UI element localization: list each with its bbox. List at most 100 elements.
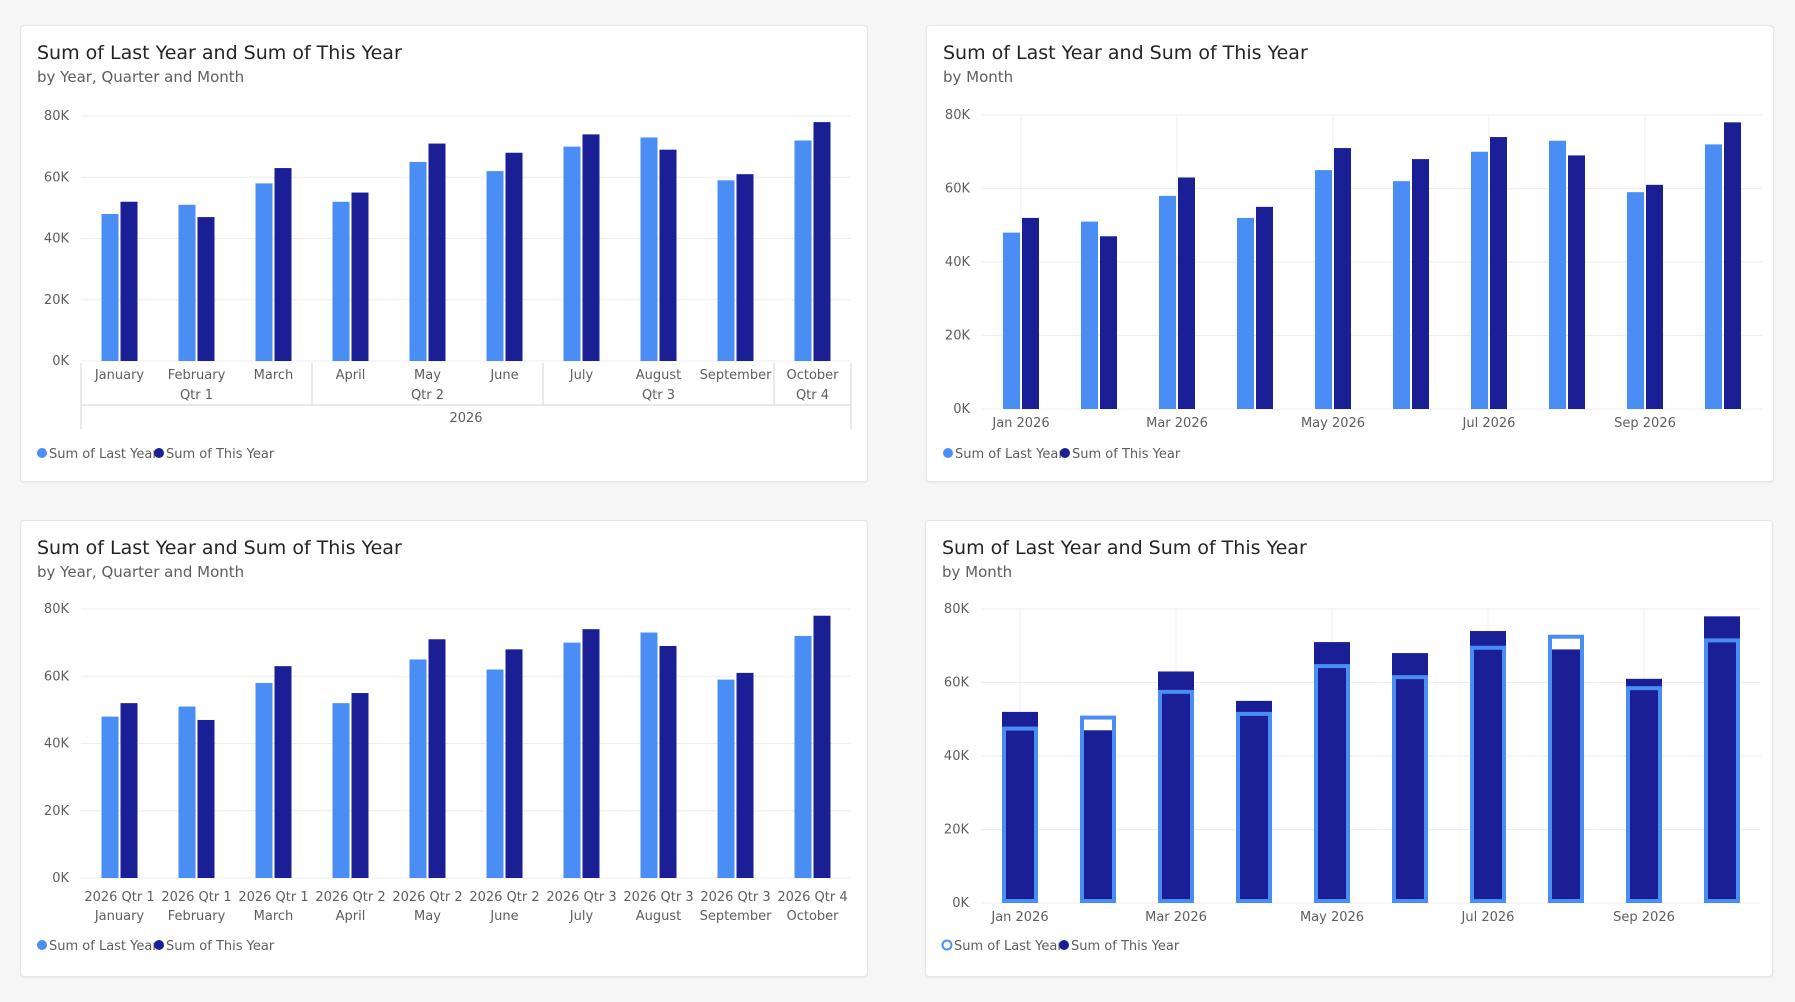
x-tick-label: Jan 2026: [991, 416, 1049, 431]
bar-last-year: [1549, 140, 1566, 409]
chart-title: Sum of Last Year and Sum of This Year: [943, 42, 1308, 64]
legend-label-last-year: Sum of Last Year: [955, 447, 1064, 462]
x-tick-label-month: June: [489, 368, 518, 383]
bar-last-year: [409, 161, 427, 361]
bar-this-year: [428, 143, 446, 361]
x-tick-label-month: February: [168, 909, 226, 924]
bar-last-year: [794, 635, 812, 878]
y-tick-label: 80K: [945, 108, 971, 123]
x-tick-label: May 2026: [1301, 416, 1365, 431]
x-tick-label: Jan 2026: [990, 910, 1048, 925]
y-tick-label: 40K: [44, 737, 70, 752]
y-tick-label: 60K: [44, 669, 70, 684]
legend-label-last-year: Sum of Last Year: [954, 939, 1063, 954]
y-tick-label: 40K: [945, 255, 971, 270]
bar-this-year: [659, 645, 677, 878]
x-tick-label-month: March: [254, 909, 294, 924]
x-tick-label-month: August: [636, 368, 682, 383]
legend-label-last-year: Sum of Last Year: [49, 447, 158, 462]
y-tick-label: 40K: [944, 749, 970, 764]
bar-last-year: [794, 140, 812, 361]
y-tick-label: 60K: [44, 170, 70, 185]
bar-this-year: [813, 122, 831, 361]
legend-label-this-year: Sum of This Year: [1072, 447, 1181, 462]
x-tick-label: Jul 2026: [1462, 416, 1516, 431]
bar-this-year: [428, 639, 446, 878]
chart-title: Sum of Last Year and Sum of This Year: [942, 537, 1307, 559]
bar-this-year: [1568, 155, 1585, 409]
bar-this-year: [1548, 649, 1584, 903]
legend-swatch-this-year: [1059, 940, 1069, 950]
bar-this-year: [197, 719, 215, 878]
chart-subtitle: by Year, Quarter and Month: [37, 563, 245, 581]
bar-last-year: [1704, 638, 1740, 904]
bar-this-year: [351, 192, 369, 361]
y-tick-label: 0K: [953, 402, 970, 417]
bar-last-year: [1315, 170, 1332, 409]
bar-last-year: [563, 146, 581, 361]
bar-last-year: [640, 632, 658, 878]
x-tick-label-month: January: [94, 368, 145, 383]
y-tick-label: 80K: [44, 109, 70, 124]
y-tick-label: 20K: [44, 804, 70, 819]
x-tick-label: Jul 2026: [1461, 910, 1515, 925]
bar-last-year: [486, 669, 504, 878]
bar-this-year: [1314, 642, 1350, 903]
x-tick-label-quarter: 2026 Qtr 3: [700, 890, 770, 905]
bar-last-year: [1548, 634, 1584, 903]
y-tick-label: 80K: [944, 602, 970, 617]
x-tick-label-month: April: [336, 368, 366, 383]
bar-this-year: [1178, 177, 1195, 409]
chart-2-svg: 0K 20K 40K 60K 80K Jan 2026 Mar 2026 May 2026 Ju…: [943, 108, 1762, 462]
bar-this-year: [120, 703, 138, 878]
chart-subtitle: by Year, Quarter and Month: [37, 68, 245, 86]
y-tick-label: 60K: [945, 182, 971, 197]
bar-this-year: [582, 629, 600, 878]
bar-this-year: [351, 693, 369, 878]
chart-subtitle: by Month: [943, 68, 1014, 86]
bar-last-year: [1393, 181, 1410, 409]
legend-swatch-last-year: [943, 448, 953, 458]
x-tick-label-month: September: [700, 368, 773, 383]
chart-3-svg: 0K 20K 40K 60K 80K 2026 Qtr 1 January 2026 Qtr …: [37, 602, 851, 954]
chart-card-2: Sum of Last Year and Sum of This Year by…: [926, 25, 1774, 482]
x-tick-label: Sep 2026: [1614, 416, 1676, 431]
x-tick-label-month: February: [168, 368, 226, 383]
x-tick-label-month: September: [700, 909, 773, 924]
bar-this-year: [582, 134, 600, 361]
bar-this-year: [1626, 678, 1662, 903]
bar-last-year: [563, 642, 581, 878]
legend-swatch-this-year: [154, 448, 164, 458]
x-tick-label-quarter: 2026 Qtr 2: [469, 890, 539, 905]
y-tick-label: 0K: [52, 354, 69, 369]
x-tick-label-quarter: Qtr 2: [411, 388, 444, 403]
bar-last-year: [640, 137, 658, 361]
x-tick-label-quarter: 2026 Qtr 3: [546, 890, 616, 905]
bar-this-year: [736, 174, 754, 361]
bar-last-year: [1236, 711, 1272, 903]
x-tick-label-quarter: 2026 Qtr 4: [777, 890, 847, 905]
x-tick-label-quarter: 2026 Qtr 2: [315, 890, 385, 905]
x-tick-label-month: July: [569, 368, 594, 383]
bar-this-year: [1002, 711, 1038, 903]
bar-last-year: [486, 171, 504, 361]
bar-this-year: [1236, 700, 1272, 903]
bar-last-year: [409, 659, 427, 878]
bar-last-year: [255, 183, 273, 361]
bar-this-year: [1392, 653, 1428, 903]
x-tick-label: Sep 2026: [1613, 910, 1675, 925]
bar-last-year: [1471, 151, 1488, 409]
x-tick-label-month: May: [414, 909, 441, 924]
bar-this-year: [1470, 631, 1506, 903]
chart-card-3: Sum of Last Year and Sum of This Year by…: [20, 520, 868, 977]
bar-last-year: [1080, 715, 1116, 903]
y-tick-label: 0K: [52, 871, 69, 886]
chart-4-svg: 0K 20K 40K 60K 80K Jan 2026 Mar 2026 May 2026 Ju…: [941, 602, 1761, 954]
legend-swatch-last-year: [941, 939, 953, 951]
bar-last-year: [178, 706, 196, 878]
x-tick-label-quarter: Qtr 3: [642, 388, 675, 403]
x-tick-label-quarter: Qtr 4: [796, 388, 829, 403]
x-tick-label-quarter: 2026 Qtr 1: [84, 890, 154, 905]
bar-this-year: [1334, 148, 1351, 409]
bar-last-year: [1002, 726, 1038, 903]
